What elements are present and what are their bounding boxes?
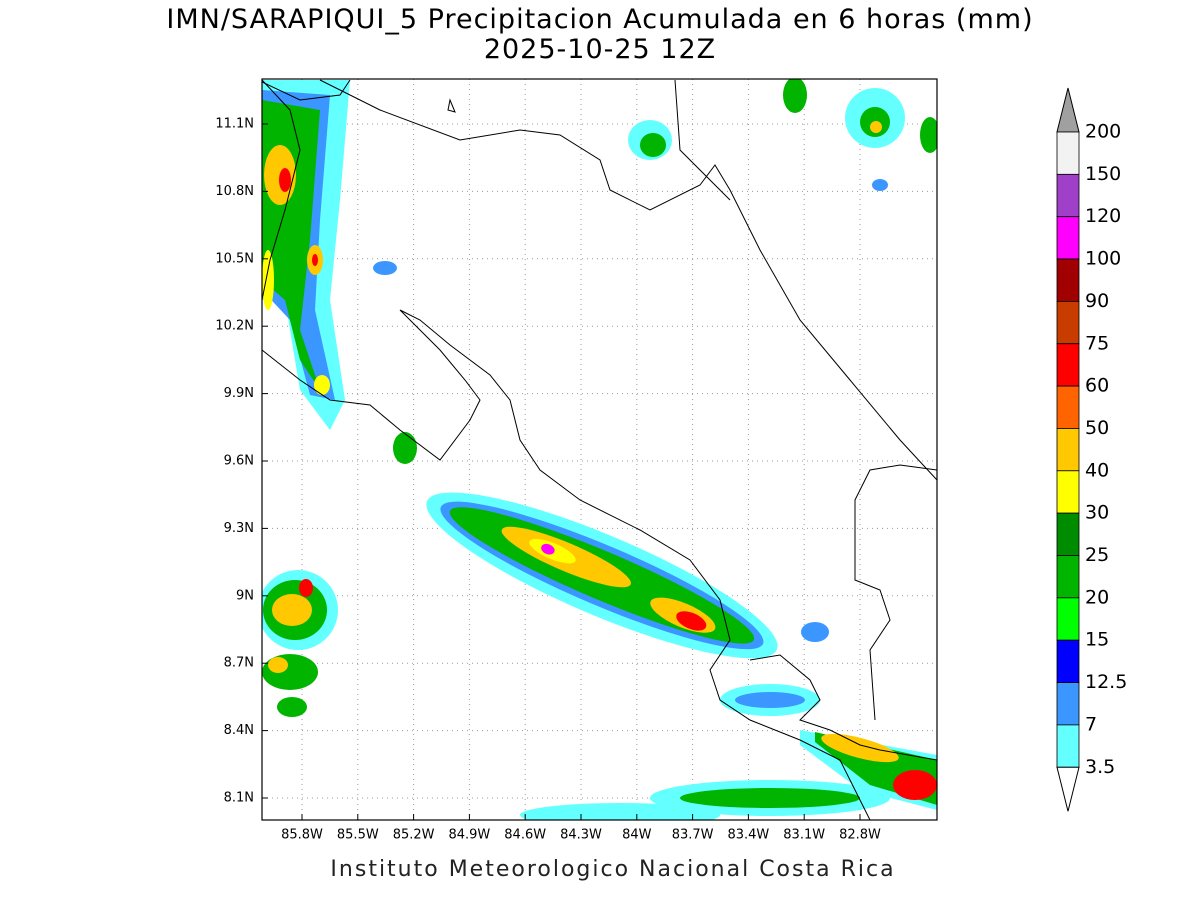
colorbar-top — [1056, 87, 1080, 133]
y-tick-label: 10.2N — [215, 319, 254, 334]
colorbar-label: 100 — [1085, 248, 1121, 270]
subtitle: 2025-10-25 12Z — [484, 34, 716, 65]
colorbar-box — [1056, 216, 1080, 260]
y-tick-label: 8.1N — [224, 791, 254, 806]
colorbar-label: 12.5 — [1085, 671, 1127, 693]
colorbar-label: 50 — [1085, 417, 1109, 439]
colorbar-box — [1056, 470, 1080, 514]
x-tick-label: 83.7W — [672, 828, 714, 843]
grid — [262, 79, 937, 820]
y-tick-label: 9.9N — [224, 386, 254, 401]
footer: Instituto Meteorologico Nacional Costa R… — [330, 857, 895, 882]
colorbar-box — [1056, 639, 1080, 683]
axes: 85.8W 85.5W 85.2W 84.9W 84.6W 84.3W 84W 83.7W 83… — [215, 117, 881, 843]
colorbar-box — [1056, 682, 1080, 726]
x-tick-label: 85.8W — [281, 828, 323, 843]
x-tick-label: 84W — [622, 828, 652, 843]
map-frame — [261, 78, 938, 821]
colorbar-box — [1056, 258, 1080, 302]
colorbar-label: 90 — [1085, 290, 1109, 312]
colorbar-label: 40 — [1085, 459, 1109, 481]
colorbar-label: 30 — [1085, 502, 1109, 524]
x-tick-label: 83.4W — [727, 828, 769, 843]
precip-west — [262, 80, 417, 717]
colorbar-label: 20 — [1085, 586, 1109, 608]
colorbar-box — [1056, 343, 1080, 387]
y-tick-label: 11.1N — [215, 117, 254, 132]
x-tick-label: 85.5W — [337, 828, 379, 843]
precip-northeast — [628, 79, 937, 191]
precip-central — [426, 492, 778, 659]
precip-southeast — [520, 622, 937, 820]
y-tick-label: 10.5N — [215, 251, 254, 266]
colorbar-label: 200 — [1085, 121, 1121, 143]
colorbar-box — [1056, 131, 1080, 175]
y-tick-label: 10.8N — [215, 184, 254, 199]
x-tick-label: 82.8W — [839, 828, 881, 843]
colorbar-label: 60 — [1085, 375, 1109, 397]
colorbar-box — [1056, 597, 1080, 641]
colorbar-label: 150 — [1085, 163, 1121, 185]
colorbar-box — [1056, 385, 1080, 429]
colorbar-label: 25 — [1085, 544, 1109, 566]
title: IMN/SARAPIQUI_5 Precipitacion Acumulada … — [166, 4, 1033, 35]
coastline — [262, 79, 937, 820]
colorbar-box — [1056, 724, 1080, 768]
colorbar-box — [1056, 555, 1080, 599]
colorbar-box — [1056, 300, 1080, 345]
colorbar-box — [1056, 512, 1080, 556]
colorbar: 200 150 120 100 90 75 60 50 40 30 25 20 15 12.5 7 3.5 — [1056, 87, 1127, 812]
colorbar-bottom — [1056, 766, 1080, 812]
x-tick-label: 85.2W — [393, 828, 435, 843]
colorbar-box — [1056, 428, 1080, 472]
y-tick-label: 9N — [236, 588, 254, 603]
y-tick-label: 8.7N — [224, 656, 254, 671]
x-tick-label: 84.9W — [448, 828, 490, 843]
colorbar-label: 7 — [1085, 713, 1097, 735]
y-tick-label: 8.4N — [224, 723, 254, 738]
colorbar-label: 15 — [1085, 629, 1109, 651]
colorbar-label: 3.5 — [1085, 756, 1115, 778]
precip-field — [262, 79, 937, 820]
colorbar-box — [1056, 173, 1080, 218]
x-tick-label: 83.1W — [783, 828, 825, 843]
colorbar-label: 120 — [1085, 205, 1121, 227]
y-tick-label: 9.3N — [224, 521, 254, 536]
x-tick-label: 84.3W — [560, 828, 602, 843]
colorbar-label: 75 — [1085, 332, 1109, 354]
y-tick-label: 9.6N — [224, 454, 254, 469]
x-tick-label: 84.6W — [504, 828, 546, 843]
